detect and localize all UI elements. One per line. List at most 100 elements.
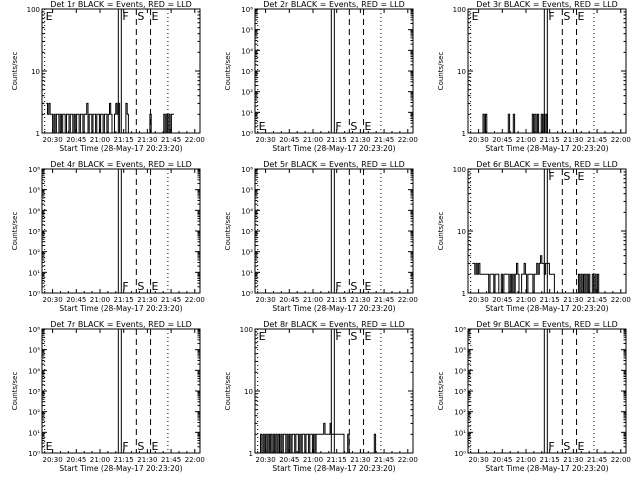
marker-label: S [350,280,357,293]
marker-label: E [152,10,159,23]
y-tick-label: 10⁴ [241,47,253,55]
x-tick-label: 21:30 [350,456,370,464]
series-line [46,102,174,134]
series-line [481,113,549,134]
y-axis-label: Counts/sec [224,52,232,91]
y-tick-label: 10² [28,409,40,417]
x-tick-label: 20:45 [279,296,299,304]
marker-label: S [137,280,144,293]
x-tick-label: 20:30 [42,456,62,464]
x-tick-label: 20:45 [279,456,299,464]
x-axis-label: Start Time (28-May-17 20:23:20) [272,144,395,153]
marker-label: F [335,330,341,343]
x-tick-label: 22:00 [398,296,418,304]
x-tick-label: 22:00 [185,136,205,144]
marker-label: E [578,170,585,183]
x-tick-label: 21:00 [303,296,323,304]
x-tick-label: 20:45 [279,136,299,144]
y-tick-label: 10⁰ [241,130,253,138]
y-tick-label: 10² [241,89,253,97]
x-tick-label: 22:00 [398,456,418,464]
panel-4: Det 4r BLACK = Events, RED = LLD 20:30 20:… [11,160,205,313]
x-tick-label: 21:15 [114,296,134,304]
y-tick-label: 10³ [454,388,466,396]
marker-label: E [152,280,159,293]
x-tick-label: 21:45 [374,456,394,464]
y-tick-label: 10⁴ [28,367,40,375]
x-axis-label: Start Time (28-May-17 20:23:20) [272,304,395,313]
y-tick-label: 10¹ [454,429,466,437]
x-tick-label: 21:30 [137,136,157,144]
marker-label: E [46,10,53,23]
marker-label: F [335,120,341,133]
y-axis-label: Counts/sec [437,52,445,91]
x-tick-label: 21:00 [90,296,110,304]
marker-label: E [365,120,372,133]
marker-label: E [259,330,266,343]
y-tick-label: 10³ [28,228,40,236]
y-tick-label: 1 [36,130,40,138]
y-tick-label: 100 [240,326,253,334]
y-tick-label: 10⁰ [28,290,40,298]
marker-label: F [122,440,128,453]
x-axis-label: Start Time (28-May-17 20:23:20) [272,464,395,473]
y-axis-label: Counts/sec [437,372,445,411]
x-tick-label: 21:30 [350,136,370,144]
y-axis-label: Counts/sec [437,212,445,251]
y-tick-label: 10⁶ [28,166,40,174]
panel-3: Det 3r BLACK = Events, RED = LLD 20:30 20:… [437,0,631,153]
x-tick-label: 21:00 [516,296,536,304]
x-axis-label: Start Time (28-May-17 20:23:20) [59,464,182,473]
x-tick-label: 21:30 [137,456,157,464]
x-tick-label: 21:45 [161,136,181,144]
y-tick-label: 10⁴ [28,207,40,215]
y-tick-label: 10³ [241,68,253,76]
x-tick-label: 21:30 [563,136,583,144]
marker-label: E [578,10,585,23]
marker-label: S [350,120,357,133]
y-tick-label: 100 [27,6,40,14]
x-tick-label: 21:15 [327,136,347,144]
x-tick-label: 21:00 [516,136,536,144]
x-tick-label: 20:45 [66,296,86,304]
x-tick-label: 20:30 [468,456,488,464]
marker-label: F [122,280,128,293]
y-axis-label: Counts/sec [11,212,19,251]
x-axis-label: Start Time (28-May-17 20:23:20) [485,464,608,473]
marker-label: E [46,440,53,453]
x-tick-label: 21:00 [303,456,323,464]
x-tick-label: 21:15 [540,456,560,464]
x-axis-label: Start Time (28-May-17 20:23:20) [59,304,182,313]
y-tick-label: 10² [28,249,40,257]
marker-label: S [563,170,570,183]
y-tick-label: 10⁵ [28,347,40,355]
x-tick-label: 22:00 [185,456,205,464]
x-tick-label: 21:15 [540,296,560,304]
panel-2: Det 2r BLACK = Events, RED = LLD 20:30 20:… [224,0,418,153]
y-tick-label: 100 [453,166,466,174]
x-tick-label: 20:30 [468,296,488,304]
y-tick-label: 10³ [28,388,40,396]
y-tick-label: 10⁰ [28,450,40,458]
x-axis-label: Start Time (28-May-17 20:23:20) [59,144,182,153]
marker-label: F [335,280,341,293]
x-tick-label: 20:30 [468,136,488,144]
y-tick-label: 10⁶ [241,6,253,14]
x-tick-label: 21:45 [374,296,394,304]
panel-title: Det 7r BLACK = Events, RED = LLD [50,320,192,329]
marker-label: F [548,10,554,23]
series-line [472,255,600,294]
panel-title: Det 8r BLACK = Events, RED = LLD [263,320,405,329]
marker-label: S [563,10,570,23]
y-tick-label: 1 [249,450,253,458]
marker-label: F [548,170,554,183]
x-tick-label: 20:45 [492,136,512,144]
panel-7: Det 7r BLACK = Events, RED = LLD 20:30 20:… [11,320,205,473]
marker-label: E [472,10,479,23]
x-tick-label: 21:45 [587,456,607,464]
x-tick-label: 21:00 [303,136,323,144]
x-tick-label: 22:00 [398,136,418,144]
y-tick-label: 10⁶ [28,326,40,334]
y-tick-label: 10 [244,388,253,396]
y-tick-label: 10¹ [241,109,253,117]
